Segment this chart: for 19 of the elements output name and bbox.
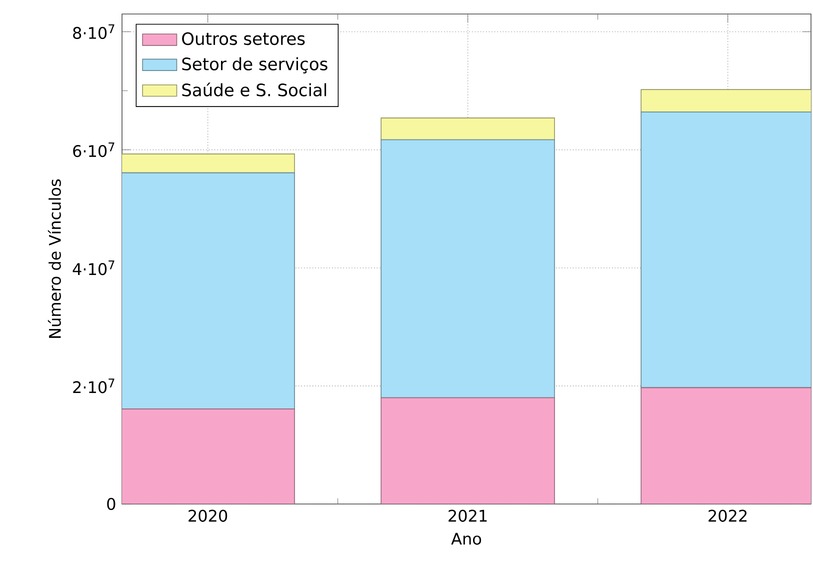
y-tick-label: 4·10$^{7}$ [72,260,114,276]
y-tick-label: 6·10$^{7}$ [73,142,114,158]
bar [122,172,295,410]
y-tick-label: 8·10$^{7}$ [73,24,114,40]
x-tick-label: 2020 [188,510,228,522]
bar [122,154,295,174]
y-tick-label: 0 [107,498,116,510]
y-axis-title: Número de Vínculos [48,179,61,338]
x-tick-label: 2021 [448,510,487,522]
bar [380,397,555,504]
bar [380,139,555,398]
legend-label: Outros setores [182,32,305,46]
x-tick-label: 2022 [708,510,747,522]
y-tick-label: 2·10$^{7}$ [73,378,114,394]
x-axis-title: Ano [451,532,482,545]
bar [380,118,555,140]
legend-label: Setor de serviços [182,57,328,74]
legend-label: Saúde e S. Social [182,82,326,96]
bar [122,408,295,504]
